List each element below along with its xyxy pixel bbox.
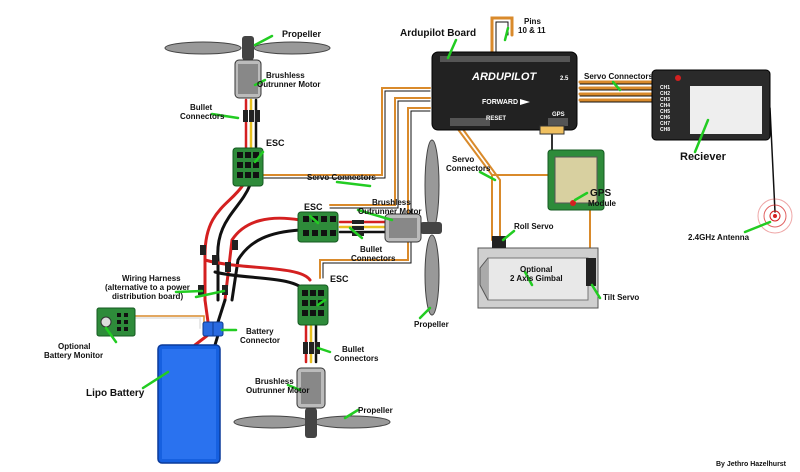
propeller-top-blade-left [164,41,242,55]
label-propeller-right: Propeller [414,320,449,329]
board-logo: ARDUPILOT [471,71,537,83]
label-pointers [104,26,772,420]
antenna-signal-icon [757,198,793,234]
receiver-ch4: CH4 [660,103,670,109]
label-motor-bottom-line2: Outrunner Motor [246,386,310,395]
label-motor-bottom-line1: Brushless [255,377,294,386]
receiver-unit: CH1 CH2 CH3 CH4 CH5 CH6 CH7 CH8 [651,69,771,141]
receiver-ch6: CH6 [660,115,670,121]
board-forward: FORWARD [482,99,518,106]
label-wiring-line3: distribution board) [112,292,183,301]
label-motor-mid-line1: Brushless [372,198,411,207]
diagram-labels: Propeller Brushless Outrunner Motor Bull… [44,17,787,468]
label-antenna: 2.4GHz Antenna [688,233,750,242]
label-servo-conn-center-line2: Connectors [446,164,491,173]
label-lipo-battery: Lipo Battery [86,388,145,399]
label-bullet-bottom-line2: Connectors [334,354,379,363]
label-gps-line1: GPS [590,188,611,199]
servo-wiring [261,16,776,279]
label-tilt-servo: Tilt Servo [603,293,639,302]
credit-text: By Jethro Hazelhurst [716,461,787,468]
label-motor-mid-line2: Outrunner Motor [358,207,422,216]
label-battery-conn-line1: Battery [246,327,274,336]
label-receiver: Reciever [680,151,727,163]
ardupilot-board: ARDUPILOT 2.5 FORWARD RESET GPS [431,51,578,131]
propeller-bottom-blade-left [233,415,311,429]
label-propeller-bottom: Propeller [358,406,393,415]
gps-module [539,125,605,211]
label-pins-line2: 10 & 11 [518,26,546,35]
board-gps-port: GPS [552,112,565,118]
label-wiring-line1: Wiring Harness [122,274,181,283]
receiver-ch2: CH2 [660,91,670,97]
label-bullet-top-line2: Connectors [180,112,225,121]
label-servo-conn-right: Servo Connectors [584,72,653,81]
top-motor-assembly [164,36,331,122]
power-wiring [134,98,387,364]
label-servo-conn-mid: Servo Connectors [307,173,376,182]
label-motor-top-line1: Brushless [266,71,305,80]
receiver-ch8: CH8 [660,127,670,133]
propeller-right-blade-bottom [424,234,440,316]
label-pins-line1: Pins [524,17,541,26]
propeller-top-blade-right [253,41,331,55]
label-gimbal-line1: Optional [520,265,552,274]
label-servo-conn-center-line1: Servo [452,155,474,164]
label-gimbal-line2: 2 Axis Gimbal [510,274,563,283]
label-motor-top-line2: Outrunner Motor [257,80,321,89]
receiver-ch3: CH3 [660,97,670,103]
label-esc-bottom: ESC [330,274,349,284]
label-battery-conn-line2: Connector [240,336,280,345]
propeller-bottom-blade-right [313,415,391,429]
tilt-servo [586,258,596,286]
label-esc-top: ESC [266,138,285,148]
propeller-right-blade-top [424,139,440,231]
label-wiring-line2: (alternative to a power [105,283,190,292]
esc-middle [297,211,339,243]
label-bullet-top-line1: Bullet [190,103,213,112]
receiver-ch5: CH5 [660,109,670,115]
receiver-ch1: CH1 [660,85,670,91]
label-bullet-mid-line2: Connectors [351,254,396,263]
esc-bottom [297,284,329,326]
esc-top [232,147,264,187]
bottom-motor-assembly [233,342,391,438]
battery-monitor [96,307,136,337]
label-esc-mid: ESC [304,202,323,212]
gimbal [477,236,599,309]
label-bullet-mid-line1: Bullet [360,245,383,254]
label-monitor-line2: Battery Monitor [44,351,103,360]
label-gps-line2: Module [588,199,617,208]
label-monitor-line1: Optional [58,342,90,351]
board-version: 2.5 [560,76,569,82]
board-reset: RESET [486,116,506,122]
label-bullet-bottom-line1: Bullet [342,345,365,354]
label-propeller-top: Propeller [282,29,322,39]
label-roll-servo: Roll Servo [514,222,554,231]
lipo-battery [157,344,221,464]
receiver-ch7: CH7 [660,121,670,127]
bullet-connectors-top [243,110,260,122]
label-ardupilot-board: Ardupilot Board [400,28,476,39]
battery-connector [202,321,224,337]
middle-motor-assembly [352,139,442,316]
